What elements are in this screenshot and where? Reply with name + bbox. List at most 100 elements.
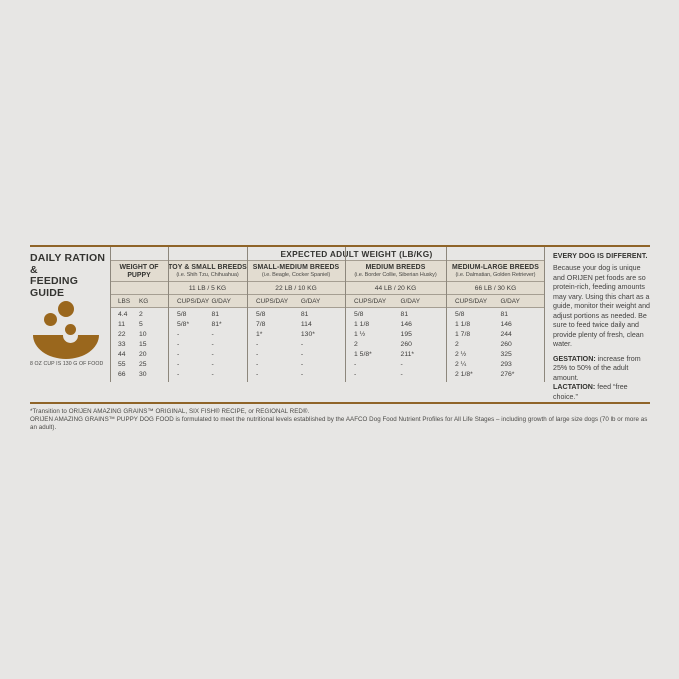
cups-value: - <box>177 331 180 338</box>
cups-value: 5/8 <box>455 311 465 318</box>
weight-col-labels: LBS KG <box>110 295 168 307</box>
grams-value: 146 <box>500 321 512 328</box>
grams-value: - <box>300 351 304 358</box>
gestation-text: increase from 25% to 50% of the adult am… <box>553 354 641 382</box>
grams-value: 293 <box>500 361 512 368</box>
grams-value: 260 <box>500 341 512 348</box>
feeding-table: EXPECTED ADULT WEIGHT (LB/KG) WEIGHT OF … <box>110 247 545 382</box>
adult-weight-toy-small: 11 LB / 5 KG <box>188 285 227 292</box>
grams-value: - <box>300 371 304 378</box>
group3-col-labels: CUPS/DAY G/DAY <box>345 295 446 307</box>
bowl-with-kibble-icon <box>30 297 110 359</box>
kg-value: 15 <box>139 341 147 348</box>
table-row: 22 10 - - 1* 130* 1 ½ 195 1 7/8 244 <box>110 330 545 340</box>
table-vline <box>544 247 545 382</box>
cups-day-label: CUPS/DAY <box>354 298 387 305</box>
table-vline <box>446 247 447 382</box>
cups-value: 1 1/8 <box>455 321 471 328</box>
cups-value: - <box>256 361 259 368</box>
cups-value: 1* <box>256 331 263 338</box>
lbs-value: 11 <box>118 321 126 328</box>
adult-weight-medium-large: 66 LB / 30 KG <box>474 285 517 292</box>
lbs-value: 44 <box>118 351 126 358</box>
group-header-small-medium: SMALL-MEDIUM BREEDS (i.e. Beagle, Cocker… <box>247 261 345 281</box>
grams-value: 114 <box>300 321 312 328</box>
cups-value: 5/8 <box>256 311 266 318</box>
breed-examples: (i.e. Beagle, Cocker Spaniel) <box>261 272 331 278</box>
grams-value: 260 <box>400 341 412 348</box>
table-body: 4.4 2 5/8 81 5/8 81 5/8 81 5/8 81 11 5 5/8* 81*… <box>110 308 545 380</box>
g-day-label: G/DAY <box>500 298 520 305</box>
table-row: 11 5 5/8* 81* 7/8 114 1 1/8 146 1 1/8 146 <box>110 320 545 330</box>
grams-value: - <box>211 371 214 378</box>
kg-value: 30 <box>139 371 147 378</box>
cups-value: 2 1/8* <box>455 371 473 378</box>
gestation-note: GESTATION: increase from 25% to 50% of t… <box>553 355 650 384</box>
grams-value: - <box>211 351 214 358</box>
grams-value: 81 <box>500 311 508 318</box>
adult-weight-medium: 44 LB / 20 KG <box>374 285 417 292</box>
table-vline <box>345 247 346 382</box>
cups-day-label: CUPS/DAY <box>177 298 210 305</box>
cups-value: 2 ¼ <box>455 361 467 368</box>
lbs-value: 33 <box>118 341 126 348</box>
bottom-rule <box>30 402 650 404</box>
advice-heading: EVERY DOG IS DIFFERENT. <box>553 253 648 260</box>
group-header-toy-small: TOY & SMALL BREEDS (i.e. Shih Tzu, Chihu… <box>168 261 247 281</box>
footnotes: *Transition to ORIJEN AMAZING GRAINS™ OR… <box>30 408 650 432</box>
group1-col-labels: CUPS/DAY G/DAY <box>168 295 247 307</box>
cups-value: 2 ½ <box>455 351 467 358</box>
kibble-icon <box>65 324 76 335</box>
advice-body: Because your dog is unique and ORIJEN pe… <box>553 264 651 348</box>
cup-weight-note: 8 OZ CUP IS 130 G OF FOOD <box>30 361 104 367</box>
kg-value: 10 <box>139 331 147 338</box>
footnote-aafco: ORIJEN AMAZING GRAINS™ PUPPY DOG FOOD is… <box>30 416 648 431</box>
cups-value: 5/8 <box>177 311 187 318</box>
breed-examples: (i.e. Border Collie, Siberian Husky) <box>354 272 437 278</box>
grams-value: 81 <box>400 311 409 318</box>
gestation-label: GESTATION: <box>553 354 596 363</box>
grams-value: 130* <box>300 331 315 338</box>
table-vline <box>110 247 111 382</box>
page-title-line2: FEEDING GUIDE <box>30 275 79 299</box>
kibble-icon <box>44 313 57 326</box>
grams-value: - <box>211 331 214 338</box>
grams-value: 211* <box>400 351 415 358</box>
kibble-icon <box>58 301 74 317</box>
lbs-value: 55 <box>118 361 126 368</box>
cups-value: 5/8 <box>354 311 364 318</box>
cups-value: - <box>177 351 180 358</box>
grams-value: 276* <box>500 371 515 378</box>
footnote-transition: *Transition to ORIJEN AMAZING GRAINS™ OR… <box>30 408 310 415</box>
group-header-medium-large: MEDIUM-LARGE BREEDS (i.e. Dalmatian, Gol… <box>446 261 545 281</box>
grams-value: 325 <box>500 351 512 358</box>
breed-name: SMALL-MEDIUM BREEDS <box>252 264 340 271</box>
lactation-text: feed “free choice.” <box>553 383 628 401</box>
cups-value: - <box>177 371 180 378</box>
cups-value: 5/8* <box>177 321 190 328</box>
grams-value: - <box>400 371 403 378</box>
table-vline <box>247 247 248 382</box>
left-panel: DAILY RATION & FEEDING GUIDE 8 OZ CUP IS… <box>30 247 110 382</box>
kg-value: 25 <box>139 361 147 368</box>
grams-value: - <box>211 361 214 368</box>
grams-value: 146 <box>400 321 412 328</box>
group2-col-labels: CUPS/DAY G/DAY <box>247 295 345 307</box>
advice-panel: EVERY DOG IS DIFFERENT. Because your dog… <box>545 247 650 402</box>
cups-value: - <box>354 371 357 378</box>
grams-value: 81* <box>211 321 222 328</box>
grams-value: - <box>300 341 304 348</box>
lbs-value: 22 <box>118 331 126 338</box>
cups-day-label: CUPS/DAY <box>256 298 289 305</box>
breed-header-row: WEIGHT OF PUPPY TOY & SMALL BREEDS (i.e.… <box>110 261 545 282</box>
table-row: 33 15 - - - - 2 260 2 260 <box>110 340 545 350</box>
g-day-label: G/DAY <box>400 298 420 305</box>
g-day-label: G/DAY <box>211 298 231 305</box>
cups-value: 1 5/8* <box>354 351 372 358</box>
kg-label: KG <box>139 298 149 305</box>
group-header-medium: MEDIUM BREEDS (i.e. Border Collie, Siber… <box>345 261 446 281</box>
cups-value: 1 ½ <box>354 331 366 338</box>
cups-value: 1 7/8 <box>455 331 471 338</box>
lbs-value: 66 <box>118 371 126 378</box>
cups-day-label: CUPS/DAY <box>455 298 488 305</box>
